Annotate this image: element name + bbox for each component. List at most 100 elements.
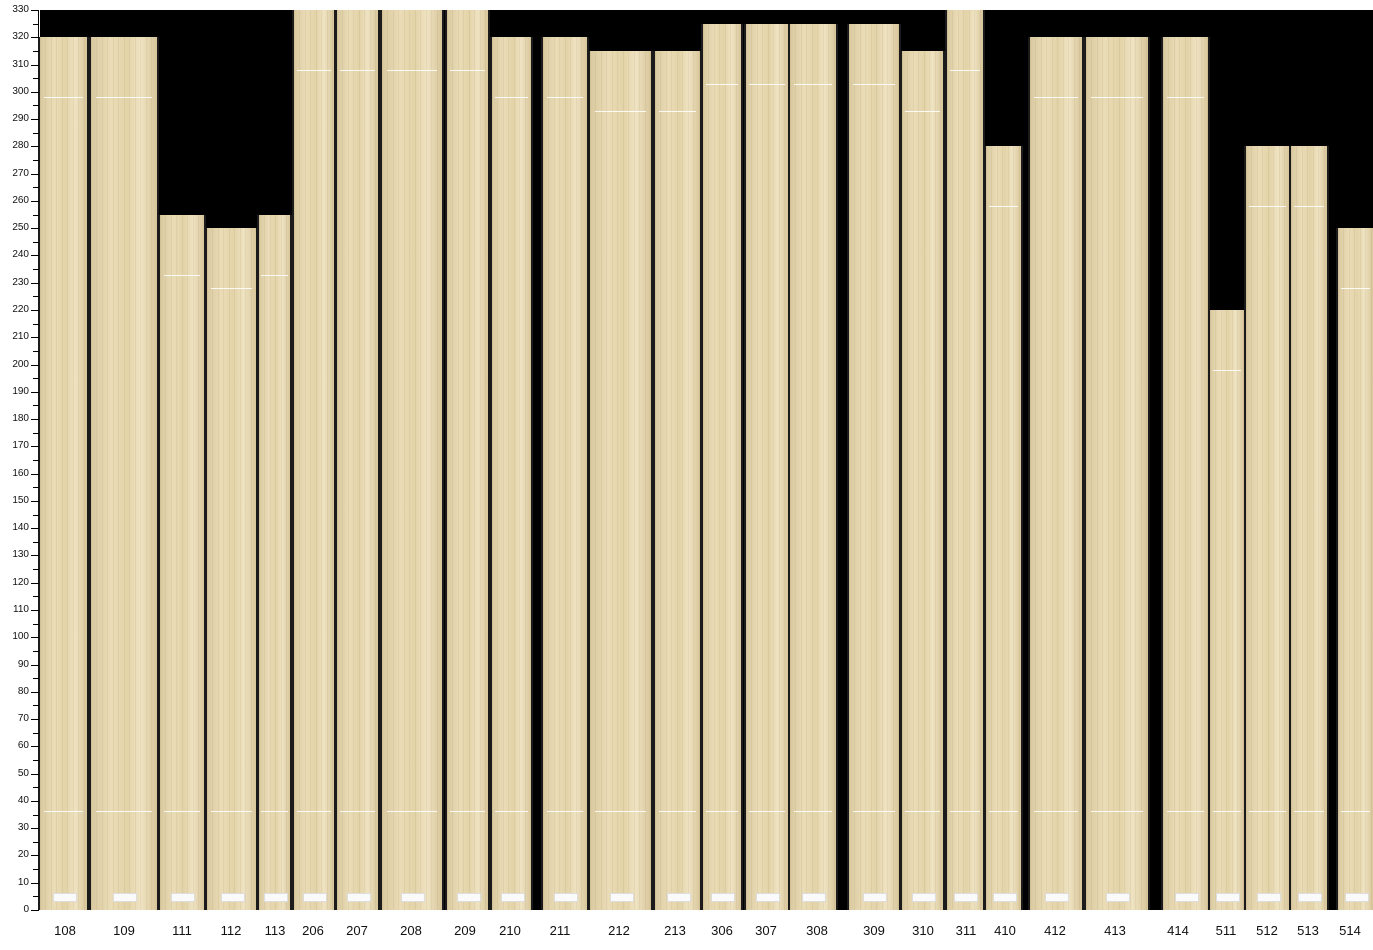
label-sticker <box>554 893 578 902</box>
y-tick <box>31 828 39 829</box>
veneer-bar-307 <box>746 23 788 910</box>
veneer-bar-206 <box>294 10 334 910</box>
y-tick <box>31 528 39 529</box>
x-tick-label: 207 <box>346 923 368 938</box>
y-tick <box>33 269 39 270</box>
y-tick-label: 30 <box>17 822 29 833</box>
y-tick-label: 190 <box>12 386 29 397</box>
veneer-bar-111 <box>160 214 204 910</box>
label-sticker <box>1344 893 1369 902</box>
label-sticker <box>52 893 77 902</box>
label-sticker <box>1256 893 1281 902</box>
label-sticker <box>954 893 978 902</box>
cut-mark <box>546 810 584 812</box>
y-tick-label: 250 <box>12 222 29 233</box>
y-tick-label: 220 <box>12 304 29 315</box>
y-tick <box>31 610 39 611</box>
y-tick-label: 100 <box>12 631 29 642</box>
y-tick-label: 280 <box>12 140 29 151</box>
y-tick-label: 80 <box>17 686 29 697</box>
y-tick-label: 140 <box>12 522 29 533</box>
y-tick-label: 20 <box>17 849 29 860</box>
cut-mark <box>450 69 485 71</box>
y-tick <box>33 487 39 488</box>
y-tick <box>31 392 39 393</box>
y-tick <box>31 146 39 147</box>
cut-mark <box>43 810 84 812</box>
cut-mark <box>988 810 1019 812</box>
label-sticker <box>1298 893 1322 902</box>
veneer-bar-207 <box>337 10 378 910</box>
cut-mark <box>386 810 438 812</box>
y-tick <box>33 760 39 761</box>
cut-mark <box>949 810 981 812</box>
y-tick-label: 240 <box>12 249 29 260</box>
x-tick-label: 412 <box>1044 923 1066 938</box>
y-tick-label: 150 <box>12 495 29 506</box>
cut-mark <box>297 810 331 812</box>
y-tick-label: 0 <box>23 904 29 915</box>
label-sticker <box>863 893 887 902</box>
y-tick-label: 230 <box>12 277 29 288</box>
y-tick <box>33 215 39 216</box>
cut-mark <box>658 810 697 812</box>
cut-mark <box>1166 810 1205 812</box>
x-tick-label: 309 <box>863 923 885 938</box>
veneer-bar-410 <box>986 146 1021 910</box>
y-tick-label: 320 <box>12 31 29 42</box>
cut-mark <box>1212 369 1242 371</box>
veneer-bar-414 <box>1163 37 1208 910</box>
label-sticker <box>1106 893 1130 902</box>
label-sticker <box>113 893 137 902</box>
y-tick <box>33 105 39 106</box>
y-tick <box>33 24 39 25</box>
x-tick-label: 108 <box>54 923 76 938</box>
y-tick <box>33 351 39 352</box>
y-tick <box>33 869 39 870</box>
cut-mark <box>340 69 375 71</box>
cut-mark <box>706 83 738 85</box>
veneer-bar-109 <box>91 37 157 910</box>
y-tick-label: 60 <box>17 740 29 751</box>
cut-mark <box>1212 810 1242 812</box>
y-tick-label: 330 <box>12 4 29 15</box>
veneer-bar-209 <box>447 10 488 910</box>
y-tick-label: 90 <box>17 659 29 670</box>
veneer-bar-308 <box>790 23 836 910</box>
y-tick <box>33 405 39 406</box>
veneer-bar-213 <box>655 50 700 910</box>
y-tick <box>31 119 39 120</box>
y-tick-label: 70 <box>17 713 29 724</box>
veneer-bar-311 <box>947 10 983 910</box>
cut-mark <box>749 83 785 85</box>
x-tick-label: 307 <box>755 923 777 938</box>
label-sticker <box>346 893 371 902</box>
y-tick <box>33 78 39 79</box>
y-tick <box>33 187 39 188</box>
cut-mark <box>1249 206 1286 208</box>
x-tick-label: 210 <box>499 923 521 938</box>
cut-mark <box>546 97 584 99</box>
y-tick-label: 300 <box>12 86 29 97</box>
veneer-bar-211 <box>543 37 587 910</box>
cut-mark <box>450 810 485 812</box>
y-tick <box>33 296 39 297</box>
y-tick <box>31 10 39 11</box>
x-tick-label: 212 <box>608 923 630 938</box>
x-tick-label: 306 <box>711 923 733 938</box>
y-tick <box>31 801 39 802</box>
x-tick-label: 514 <box>1339 923 1361 938</box>
y-tick <box>31 201 39 202</box>
veneer-bar-310 <box>902 50 943 910</box>
y-tick-label: 160 <box>12 468 29 479</box>
cut-mark <box>261 274 288 276</box>
y-tick <box>33 160 39 161</box>
y-tick <box>33 678 39 679</box>
cut-mark <box>210 810 253 812</box>
y-tick-label: 170 <box>12 440 29 451</box>
label-sticker <box>666 893 691 902</box>
cut-mark <box>1293 206 1325 208</box>
cut-mark <box>495 810 528 812</box>
y-tick <box>31 446 39 447</box>
veneer-bar-309 <box>849 23 899 910</box>
